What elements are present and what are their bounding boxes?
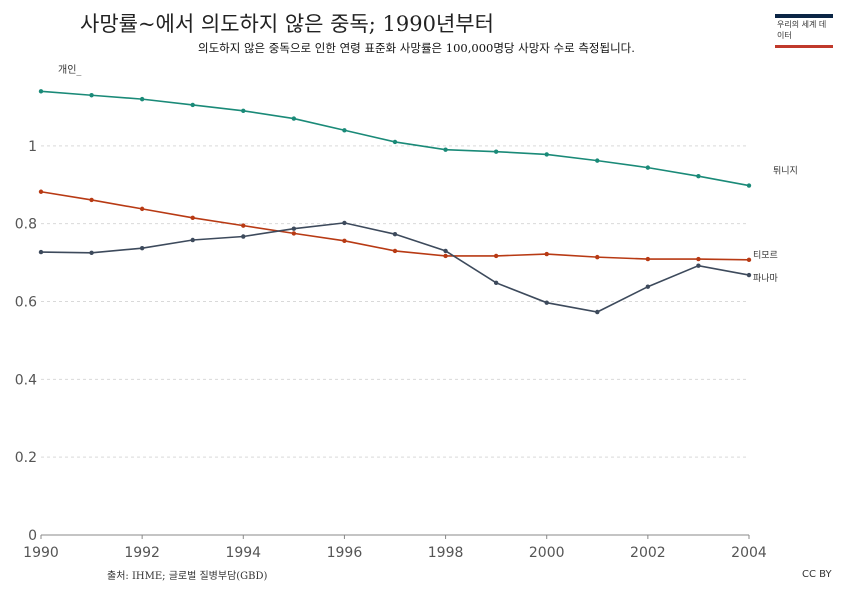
series-group (38, 89, 752, 315)
series-label: 튀니지 (773, 165, 798, 177)
data-point[interactable] (595, 309, 600, 315)
data-point[interactable] (38, 249, 44, 255)
data-point[interactable] (342, 220, 347, 226)
data-point[interactable] (342, 128, 347, 133)
grid-lines (41, 145, 749, 458)
license-link[interactable]: CC BY (802, 569, 832, 580)
x-tick-label: 2000 (529, 545, 565, 561)
data-point[interactable] (139, 96, 145, 102)
data-point[interactable] (190, 237, 195, 243)
data-point[interactable] (746, 257, 752, 263)
data-point[interactable] (443, 147, 448, 152)
data-point[interactable] (696, 173, 701, 179)
data-point[interactable] (38, 189, 44, 194)
data-point[interactable] (190, 215, 195, 221)
series-line (40, 90, 750, 187)
data-point[interactable] (493, 280, 499, 286)
data-point[interactable] (342, 238, 347, 243)
chart-title: 사망률~에서 의도하지 않은 중독; 1990년부터 (80, 12, 494, 36)
data-point[interactable] (645, 256, 651, 262)
chart-subtitle: 의도하지 않은 중독으로 인한 연령 표준화 사망률은 100,000명당 사망… (198, 41, 635, 55)
x-tick-label: 1994 (225, 545, 261, 561)
data-point[interactable] (392, 231, 398, 237)
x-tick-label: 2004 (731, 545, 767, 561)
source-note: 출처: IHME; 글로벌 질병부담(GBD) (107, 571, 268, 582)
data-point[interactable] (190, 102, 195, 108)
data-point[interactable] (595, 254, 600, 260)
data-point[interactable] (89, 197, 94, 203)
owid-logo[interactable]: 우리의 세계 데이터 (775, 14, 833, 48)
data-point[interactable] (291, 231, 297, 236)
data-point[interactable] (241, 223, 246, 228)
data-point[interactable] (746, 272, 752, 278)
y-tick-label: 0.8 (15, 217, 37, 233)
data-point[interactable] (392, 248, 398, 254)
data-point[interactable] (443, 248, 448, 254)
data-point[interactable] (696, 256, 701, 262)
data-point[interactable] (443, 253, 448, 259)
data-point[interactable] (291, 116, 297, 121)
series-label: 티모르 (753, 250, 778, 261)
x-tick-label: 1992 (124, 545, 160, 561)
data-point[interactable] (139, 245, 145, 251)
data-point[interactable] (241, 108, 246, 114)
data-point[interactable] (493, 253, 499, 259)
data-point[interactable] (595, 158, 600, 163)
y-tick-label: 0.4 (15, 372, 37, 388)
data-point[interactable] (241, 234, 246, 239)
data-point[interactable] (696, 263, 701, 268)
data-point[interactable] (89, 93, 94, 98)
data-point[interactable] (544, 152, 549, 157)
y-axis-unit: 개인_ (58, 65, 82, 76)
data-point[interactable] (746, 183, 752, 188)
data-point[interactable] (645, 284, 651, 289)
series-label: 파나마 (753, 273, 779, 284)
data-point[interactable] (38, 89, 44, 94)
x-tick-label: 2002 (630, 545, 666, 561)
y-tick-label: 0 (28, 528, 37, 544)
y-tick-label: 0.6 (15, 295, 37, 311)
logo-text: 우리의 세계 데이터 (777, 20, 827, 40)
y-tick-label: 0.2 (15, 450, 37, 466)
data-point[interactable] (493, 149, 499, 154)
data-point[interactable] (392, 139, 398, 145)
x-tick-label: 1990 (23, 545, 59, 561)
x-axis: 1990 1992 1994 1996 1998 2000 2002 2004 (23, 534, 767, 561)
y-tick-label: 1 (28, 139, 37, 155)
data-point[interactable] (89, 250, 94, 256)
data-point[interactable] (645, 165, 651, 170)
y-axis-ticks: 0 0.2 0.4 0.6 0.8 1 (15, 139, 37, 544)
x-tick-label: 1998 (428, 545, 464, 561)
x-tick-label: 1996 (327, 545, 363, 561)
data-point[interactable] (544, 300, 549, 305)
data-point[interactable] (139, 206, 145, 212)
data-point[interactable] (544, 251, 549, 257)
data-point[interactable] (291, 226, 297, 231)
